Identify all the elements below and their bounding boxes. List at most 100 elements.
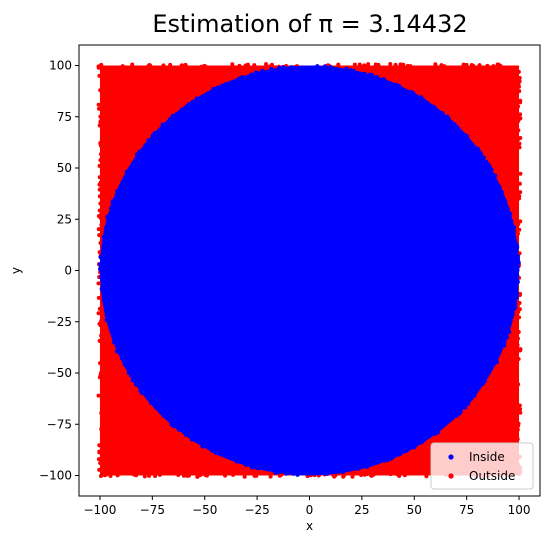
outside-point (365, 472, 370, 477)
inside-point (270, 468, 275, 473)
outside-point (518, 190, 523, 195)
outside-point (102, 473, 107, 478)
inside-point (514, 291, 519, 296)
inside-point (375, 460, 380, 465)
inside-point (502, 340, 507, 345)
outside-point (517, 347, 522, 352)
inside-point (389, 81, 394, 86)
inside-point (161, 122, 166, 127)
inside-point (138, 388, 143, 393)
inside-point (360, 464, 365, 469)
inside-point (235, 458, 240, 463)
outside-point (97, 233, 102, 238)
inside-point (223, 82, 228, 87)
inside-point (284, 471, 289, 476)
inside-point (142, 147, 147, 152)
legend-box (430, 442, 534, 490)
y-axis-ticks: −100 −75 −50 −25 0 25 50 75 100 (39, 59, 79, 483)
outside-point (517, 403, 522, 408)
inside-point (499, 345, 504, 350)
inside-point (189, 437, 194, 442)
outside-point (134, 473, 139, 478)
legend-label-outside: Outside (469, 469, 515, 483)
inside-point (269, 66, 274, 71)
inside-point (117, 187, 122, 192)
outside-point (231, 472, 236, 477)
outside-point (464, 62, 469, 67)
y-tick-label: 75 (57, 110, 72, 124)
inside-point (512, 296, 517, 301)
inside-point (385, 457, 390, 462)
y-tick-label: 100 (49, 59, 72, 73)
inside-point (104, 317, 109, 322)
outside-point (496, 62, 501, 67)
outside-point (515, 343, 520, 348)
inside-point (225, 454, 230, 459)
outside-point (518, 407, 523, 412)
outside-point (97, 194, 102, 199)
inside-point (169, 419, 174, 424)
inside-point (434, 431, 439, 436)
inside-point (499, 190, 504, 195)
inside-point (515, 268, 520, 273)
inside-point (289, 65, 294, 70)
y-tick-label: −75 (47, 417, 72, 431)
inside-point (111, 335, 116, 340)
inside-point (153, 130, 158, 135)
inside-point (440, 111, 445, 116)
inside-point (237, 76, 242, 81)
outside-point (98, 114, 103, 119)
outside-point (181, 473, 186, 478)
outside-point (98, 361, 103, 366)
outside-point (371, 472, 376, 477)
outside-point (517, 315, 522, 320)
inside-point (481, 155, 486, 160)
inside-point (336, 469, 341, 474)
outside-point (168, 62, 173, 67)
outside-point (96, 295, 101, 300)
inside-point (368, 72, 373, 77)
x-tick-label: −50 (192, 503, 217, 517)
outside-point (97, 175, 102, 180)
legend-marker-inside (448, 454, 454, 460)
inside-point (128, 168, 133, 173)
outside-point (245, 62, 250, 67)
inside-point (323, 64, 328, 69)
inside-point (351, 68, 356, 73)
inside-point (200, 442, 205, 447)
inside-point (479, 152, 484, 157)
outside-point (518, 171, 523, 176)
inside-point (101, 250, 106, 255)
inside-point (132, 378, 137, 383)
inside-point (254, 70, 259, 75)
inside-point (244, 462, 249, 467)
outside-point (352, 62, 357, 67)
inside-point (399, 87, 404, 92)
outside-point (268, 474, 273, 479)
outside-point (99, 319, 104, 324)
outside-point (517, 75, 522, 80)
inside-point (512, 225, 517, 230)
outside-point (518, 136, 523, 141)
outside-point (516, 356, 521, 361)
inside-point (381, 457, 386, 462)
outside-point (99, 427, 104, 432)
inside-point (101, 235, 106, 240)
outside-point (96, 281, 101, 286)
outside-point (98, 158, 103, 163)
inside-point (260, 68, 265, 73)
inside-point (493, 357, 498, 362)
outside-point (242, 474, 247, 479)
inside-point (205, 91, 210, 96)
outside-point (98, 180, 103, 185)
inside-point (122, 177, 127, 182)
outside-point (517, 193, 522, 198)
x-tick-label: −25 (244, 503, 269, 517)
inside-point (431, 104, 436, 109)
inside-point (102, 243, 107, 248)
inside-point (137, 153, 142, 158)
outside-point (518, 219, 523, 224)
outside-point (96, 457, 101, 462)
outside-point (153, 474, 158, 479)
outside-point (515, 436, 520, 441)
